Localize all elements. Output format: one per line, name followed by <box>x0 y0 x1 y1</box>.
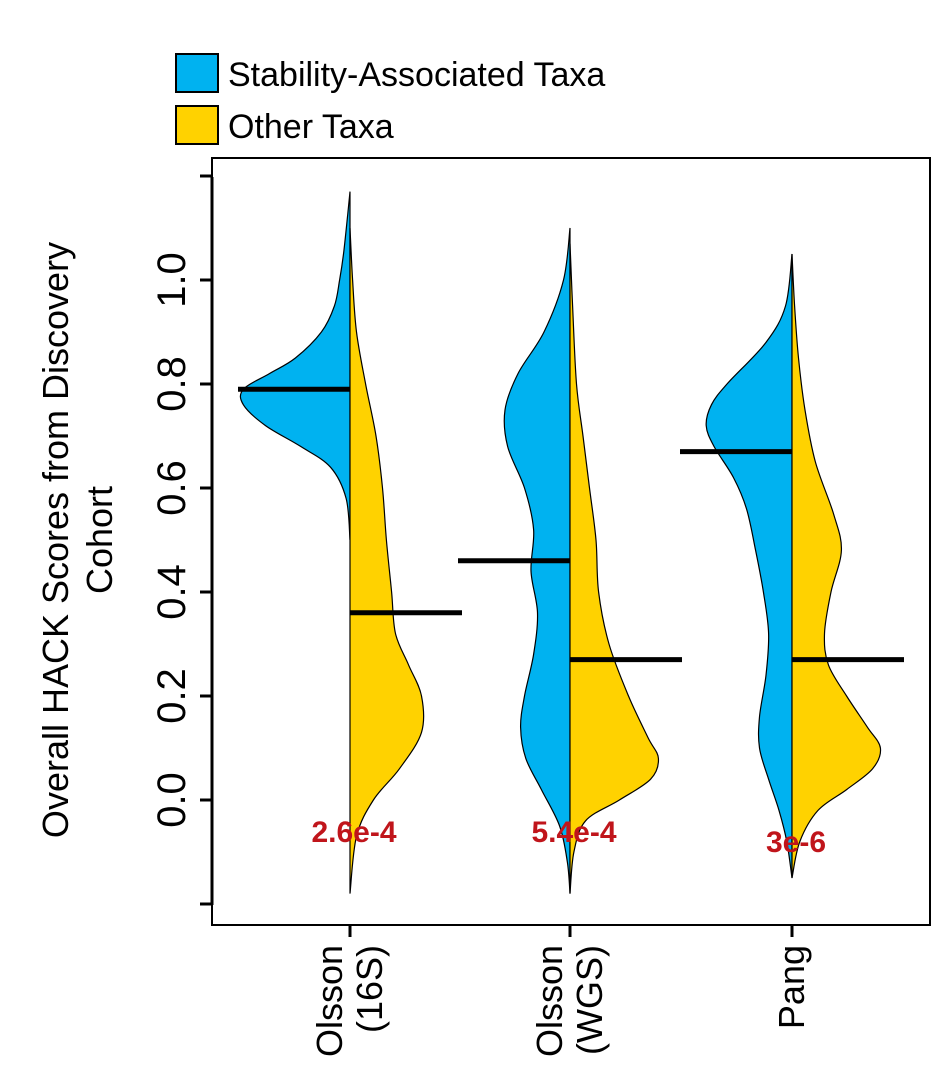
x-tick-label: Pang <box>771 945 812 1029</box>
x-tick-label: Olsson <box>529 945 570 1057</box>
x-tick-label: Olsson <box>309 945 350 1057</box>
y-tick-label: 0.8 <box>150 356 194 412</box>
legend-label-other: Other Taxa <box>228 108 394 146</box>
y-axis: 0.0 0.2 0.4 0.6 0.8 1.0 <box>150 174 214 906</box>
legend-swatch-stability <box>175 53 219 93</box>
y-axis-label-line-2: Cohort <box>79 486 120 594</box>
x-tick-label: (16S) <box>349 945 390 1033</box>
legend-label-stability: Stability-Associated Taxa <box>228 56 605 94</box>
violin-stability-half <box>239 191 351 541</box>
violin-stability-half <box>705 253 793 879</box>
x-tick-label: (WGS) <box>569 945 610 1055</box>
violin-other-half <box>791 253 882 879</box>
legend-swatch-other <box>175 105 219 145</box>
violin-other-half <box>569 243 660 894</box>
violin-other-half <box>349 227 425 894</box>
y-tick-label: 1.0 <box>150 252 194 308</box>
legend: Stability-Associated Taxa Other Taxa <box>175 53 605 146</box>
y-tick-label: 0.6 <box>150 460 194 516</box>
p-value-label: 5.4e-4 <box>531 816 616 849</box>
p-value-label: 2.6e-4 <box>311 816 396 849</box>
y-tick-label: 0.2 <box>150 668 194 724</box>
p-value-label: 3e-6 <box>766 826 826 859</box>
y-tick-label: 0.4 <box>150 564 194 620</box>
y-axis-label-line-1: Overall HACK Scores from Discovery <box>35 242 76 838</box>
y-tick-label: 0.0 <box>150 772 194 828</box>
